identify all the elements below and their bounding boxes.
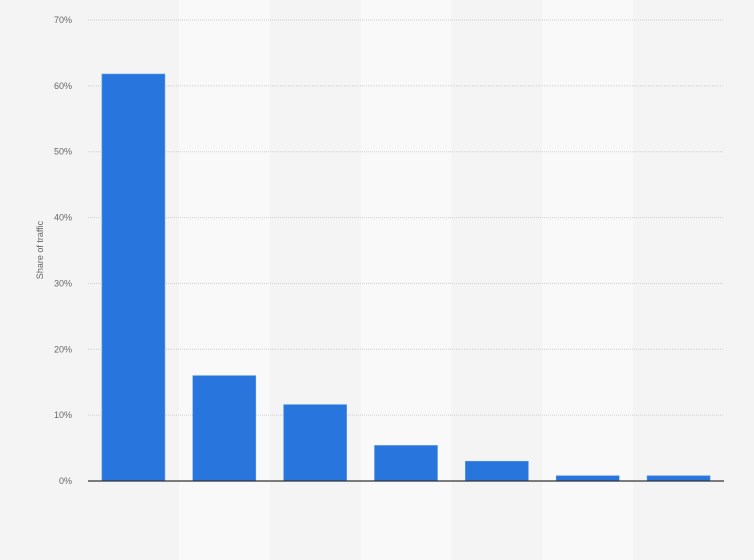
y-tick-label: 0%: [59, 476, 72, 486]
y-axis-label: Share of traffic: [35, 220, 45, 279]
y-tick-label: 30%: [54, 278, 72, 288]
bar: [555, 475, 620, 482]
bar: [283, 404, 347, 482]
y-tick-label: 70%: [54, 15, 72, 25]
bar: [646, 475, 711, 482]
background-band: [542, 0, 634, 560]
bar: [465, 460, 529, 482]
bar: [101, 73, 166, 482]
y-tick-label: 50%: [54, 147, 72, 157]
y-tick-label: 60%: [54, 81, 72, 91]
bar: [192, 375, 257, 482]
y-tick-label: 40%: [54, 213, 72, 223]
y-tick-label: 10%: [54, 410, 72, 420]
bar: [374, 445, 438, 482]
y-tick-label: 20%: [54, 344, 72, 354]
